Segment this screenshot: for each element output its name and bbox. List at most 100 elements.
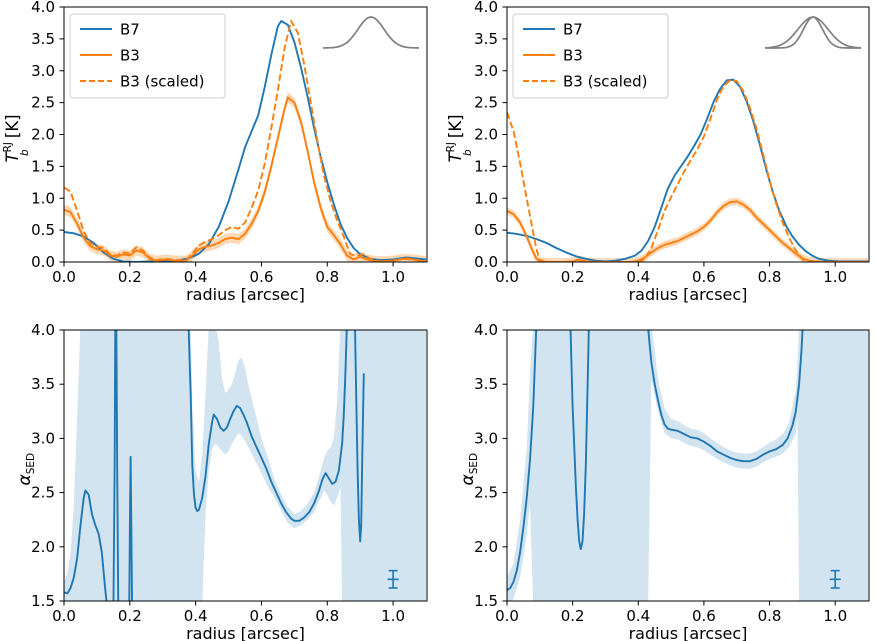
y-tick-label: 2.0 <box>474 538 498 556</box>
y-tick-label: 2.5 <box>474 484 498 502</box>
y-tick-label: 1.5 <box>474 157 498 175</box>
x-tick-label: 0.0 <box>52 607 76 625</box>
x-tick-label: 0.4 <box>626 607 650 625</box>
legend: B7 B3 B3 (scaled) <box>69 13 226 99</box>
x-tick-label: 0.4 <box>184 607 208 625</box>
y-tick-label: 3.5 <box>474 375 498 393</box>
x-axis-label: radius [arcsec] <box>629 624 748 641</box>
series-line-B7 <box>507 78 868 262</box>
legend-label: B3 (scaled) <box>563 73 647 91</box>
y-axis-label: αSED <box>15 453 37 486</box>
x-tick-label: 0.6 <box>250 268 274 286</box>
series-line-alpha_SED <box>354 330 365 543</box>
x-tick-label: 0.2 <box>561 268 585 286</box>
x-tick-label: 0.8 <box>315 607 339 625</box>
y-tick-label: 3.0 <box>31 62 55 80</box>
legend-label: B3 <box>563 47 583 65</box>
uncertainty-band-alpha_SED <box>64 330 427 601</box>
uncertainty-band-B3 <box>64 92 427 262</box>
y-tick-label: 0.5 <box>31 221 55 239</box>
x-tick-label: 0.4 <box>184 268 208 286</box>
series-line-B3 <box>64 96 427 262</box>
y-tick-label: 4.0 <box>474 0 498 16</box>
y-tick-label: 0.5 <box>474 221 498 239</box>
y-tick-label: 2.5 <box>31 94 55 112</box>
y-tick-label: 2.0 <box>474 126 498 144</box>
y-tick-label: 0.0 <box>474 253 498 271</box>
legend-box <box>512 13 669 99</box>
y-tick-label: 1.0 <box>31 189 55 207</box>
x-tick-label: 0.8 <box>315 268 339 286</box>
x-tick-label: 0.4 <box>626 268 650 286</box>
y-tick-label: 3.0 <box>31 429 55 447</box>
x-tick-label: 1.0 <box>381 268 405 286</box>
x-tick-label: 0.0 <box>52 268 76 286</box>
y-tick-label: 2.5 <box>31 484 55 502</box>
series-line-alpha_SED <box>187 330 348 522</box>
y-tick-label: 1.5 <box>474 592 498 610</box>
y-tick-label: 3.0 <box>474 62 498 80</box>
y-tick-label: 2.0 <box>31 538 55 556</box>
x-tick-label: 0.6 <box>250 607 274 625</box>
y-tick-label: 4.0 <box>474 321 498 339</box>
series-line-alpha_SED <box>64 489 108 601</box>
y-tick-label: 1.5 <box>31 592 55 610</box>
y-tick-label: 3.5 <box>31 375 55 393</box>
legend-label: B3 (scaled) <box>120 73 204 91</box>
legend-label: B7 <box>120 21 140 39</box>
series-line-alpha_SED <box>128 455 133 601</box>
single-gaussian-beam-icon <box>322 16 420 49</box>
y-tick-label: 1.5 <box>31 157 55 175</box>
x-tick-label: 0.8 <box>758 268 782 286</box>
legend: B7 B3 B3 (scaled) <box>512 13 669 99</box>
series-line-B3 <box>507 200 868 262</box>
y-tick-label: 3.0 <box>474 429 498 447</box>
subplot-bottom-left: 0.0 0.2 0.4 0.6 0.8 1.0 1.5 2.0 2.5 3.0 3.5 4.0 radi… <box>15 321 428 641</box>
x-tick-label: 1.0 <box>823 268 847 286</box>
x-tick-label: 0.6 <box>692 268 716 286</box>
subplot-bottom-right: 0.0 0.2 0.4 0.6 0.8 1.0 1.5 2.0 2.5 3.0 3.5 4.0 radi… <box>458 321 870 641</box>
series-line-B3 (scaled) <box>507 79 807 262</box>
error-bar-marker <box>387 569 399 589</box>
legend-label: B7 <box>563 21 583 39</box>
subplot-top-left: 0.0 0.2 0.4 0.6 0.8 1.0 0.0 0.5 1.0 1.5 2.0 2.5 3.0 3… <box>2 0 428 304</box>
x-axis-label: radius [arcsec] <box>186 624 305 641</box>
y-tick-label: 2.5 <box>474 94 498 112</box>
x-tick-label: 1.0 <box>381 607 405 625</box>
y-tick-label: 4.0 <box>31 321 55 339</box>
x-tick-label: 0.0 <box>495 268 519 286</box>
uncertainty-band-alpha_SED <box>507 330 869 601</box>
y-tick-label: 3.5 <box>474 30 498 48</box>
series-line-alpha_SED <box>569 330 590 550</box>
series-line-alpha_SED <box>507 330 538 591</box>
error-bar-marker <box>829 569 841 589</box>
x-tick-label: 0.6 <box>692 607 716 625</box>
x-tick-label: 0.0 <box>495 607 519 625</box>
axes-spines <box>506 329 870 602</box>
series-line-alpha_SED <box>112 330 120 601</box>
x-tick-label: 1.0 <box>823 607 847 625</box>
legend-label: B3 <box>120 47 140 65</box>
y-tick-label: 3.5 <box>31 30 55 48</box>
y-axis-label: TRJb [K] <box>445 114 474 162</box>
axes-spines <box>63 329 428 602</box>
y-tick-label: 4.0 <box>31 0 55 16</box>
double-gaussian-beam-icon <box>764 16 862 49</box>
x-tick-label: 0.2 <box>118 268 142 286</box>
x-tick-label: 0.2 <box>561 607 585 625</box>
y-axis-label: TRJb [K] <box>2 114 31 162</box>
x-axis-label: radius [arcsec] <box>186 285 305 304</box>
x-axis-label: radius [arcsec] <box>629 285 748 304</box>
x-tick-label: 0.2 <box>118 607 142 625</box>
series-line-B3 (scaled) <box>64 20 420 262</box>
y-tick-label: 0.0 <box>31 253 55 271</box>
legend-box <box>69 13 226 99</box>
series-line-alpha_SED <box>647 330 804 463</box>
y-tick-label: 2.0 <box>31 126 55 144</box>
y-axis-label: αSED <box>458 453 480 486</box>
x-tick-label: 0.8 <box>758 607 782 625</box>
y-tick-label: 1.0 <box>474 189 498 207</box>
subplot-top-right: 0.0 0.2 0.4 0.6 0.8 1.0 0.0 0.5 1.0 1.5 2.0 2.5 3.0 3… <box>445 0 870 304</box>
